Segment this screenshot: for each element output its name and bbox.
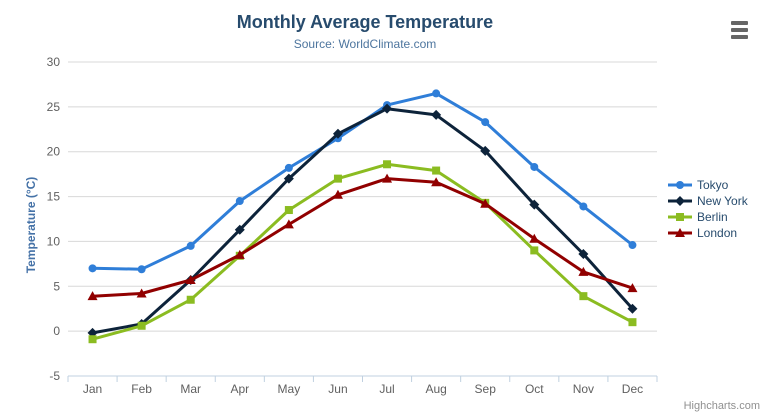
chart-title: Monthly Average Temperature [236,12,494,32]
marker-london[interactable] [627,283,638,293]
x-tick-label: Oct [525,382,544,396]
highcharts-credit-link[interactable]: Highcharts.com [683,400,760,412]
marker-tokyo[interactable] [137,265,146,274]
marker-new-york[interactable] [627,303,638,314]
legend-item-new-york[interactable]: New York [668,193,748,209]
series-line-london[interactable] [91,177,634,298]
y-tick-label: 0 [53,324,60,338]
legend-marker-tokyo[interactable] [676,181,684,189]
x-tick-label: Jul [379,382,394,396]
y-tick-label: 10 [47,234,61,248]
legend-item-tokyo[interactable]: Tokyo [668,177,748,193]
y-tick-label: -5 [49,369,60,383]
marker-tokyo[interactable] [628,241,637,250]
marker-berlin[interactable] [579,292,588,301]
series-line-berlin[interactable] [91,162,634,341]
x-tick-label: Jan [83,382,102,396]
marker-berlin[interactable] [88,335,97,344]
marker-new-york[interactable] [283,173,294,184]
x-tick-label: Sep [475,382,497,396]
marker-berlin[interactable] [186,295,195,304]
marker-london[interactable] [431,177,442,187]
chart-subtitle: Source: WorldClimate.com [293,37,437,51]
x-tick-label: Feb [131,382,152,396]
diamond-legend-icon [668,196,692,206]
marker-berlin[interactable] [628,318,637,327]
marker-tokyo[interactable] [530,162,539,171]
marker-berlin[interactable] [333,174,342,183]
y-tick-label: 5 [53,279,60,293]
marker-london[interactable] [578,266,589,276]
marker-tokyo[interactable] [579,202,588,211]
marker-tokyo[interactable] [481,118,490,127]
marker-berlin[interactable] [383,160,392,169]
marker-new-york[interactable] [234,224,245,235]
circle-legend-icon [668,181,692,189]
marker-london[interactable] [332,189,343,199]
marker-london[interactable] [136,288,147,298]
square-legend-icon [668,213,692,221]
y-axis-title: Temperature (°C) [24,176,38,274]
marker-new-york[interactable] [382,103,393,114]
marker-london[interactable] [87,291,98,301]
marker-london[interactable] [529,233,540,243]
marker-london[interactable] [185,275,196,285]
x-tick-label: Aug [425,382,446,396]
marker-tokyo[interactable] [88,264,97,273]
series-line-new-york[interactable] [91,107,634,335]
marker-london[interactable] [382,173,393,183]
marker-london[interactable] [234,249,245,259]
series-new-york [87,103,638,338]
marker-new-york[interactable] [332,128,343,139]
marker-new-york[interactable] [529,199,540,210]
y-tick-label: 25 [47,100,61,114]
legend-marker-berlin[interactable] [676,213,684,221]
series-london [87,173,638,301]
x-tick-label: May [278,382,301,396]
legend-item-london[interactable]: London [668,225,748,241]
y-tick-label: 20 [47,145,61,159]
series-tokyo [88,89,637,274]
marker-berlin[interactable] [432,166,441,175]
marker-berlin[interactable] [530,246,539,255]
legend-marker-london[interactable] [675,228,685,237]
legend-item-berlin[interactable]: Berlin [668,209,748,225]
marker-new-york[interactable] [431,109,442,120]
legend-label: Tokyo [697,178,729,192]
legend-label: Berlin [697,210,728,224]
x-tick-label: Dec [622,382,643,396]
marker-london[interactable] [480,198,491,208]
legend-label: New York [697,194,748,208]
marker-berlin[interactable] [137,321,146,330]
triangle-legend-icon [668,228,692,237]
marker-berlin[interactable] [284,206,293,215]
x-tick-label: Mar [180,382,201,396]
y-tick-label: 15 [47,190,61,204]
legend-label: London [697,226,738,240]
marker-tokyo[interactable] [432,89,441,98]
marker-tokyo[interactable] [235,197,244,206]
y-tick-label: 30 [47,55,61,69]
hamburger-menu-icon [731,21,748,39]
marker-london[interactable] [283,219,294,229]
marker-tokyo[interactable] [284,163,293,172]
marker-new-york[interactable] [578,248,589,259]
context-menu-button[interactable] [731,21,748,39]
x-tick-label: Apr [230,382,249,396]
x-tick-label: Nov [573,382,594,396]
legend: Tokyo New York Berlin London [668,177,748,241]
marker-new-york[interactable] [480,145,491,156]
x-tick-label: Jun [328,382,347,396]
marker-tokyo[interactable] [186,241,195,250]
legend-marker-new-york[interactable] [675,196,685,206]
